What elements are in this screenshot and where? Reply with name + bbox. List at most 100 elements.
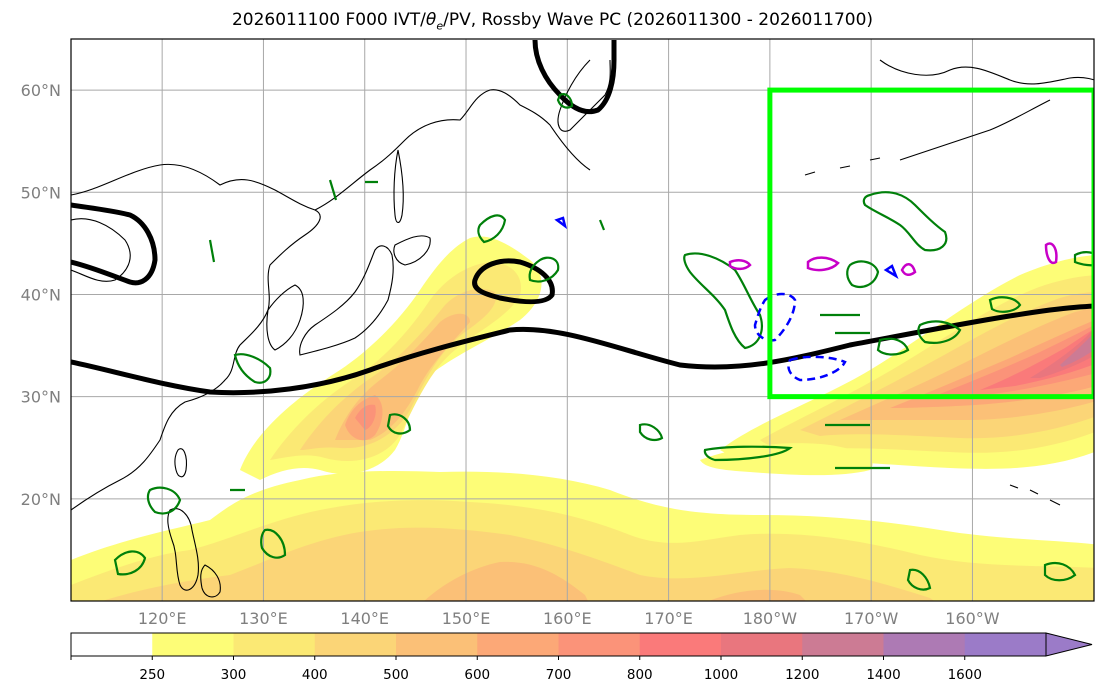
coastline-sakhalin: [393, 149, 404, 224]
coastline-asia-mainland: [71, 163, 321, 511]
blue-dashed-contour: [753, 292, 797, 342]
colorbar-segment: [71, 633, 153, 656]
lat-tick-label: 50°N: [21, 183, 61, 202]
map-frame: [70, 38, 1095, 602]
lon-tick-label: 160°E: [543, 609, 592, 628]
green-contour: [1073, 251, 1094, 267]
green-contour: [208, 179, 606, 492]
coastline-japan-hokkaido: [393, 235, 431, 266]
ivt-east-plume-600: [890, 320, 1094, 408]
colorbar-segment: [396, 633, 478, 656]
green-contour: [862, 191, 948, 252]
coastline-hawaii: [1009, 484, 1061, 506]
ivt-east-plume-1200: [1060, 332, 1094, 367]
colorbar-segment: [314, 633, 397, 656]
lon-tick-label: 170°E: [644, 609, 693, 628]
ivt-tropical-band-500: [424, 561, 806, 601]
contours-blue: [554, 216, 899, 382]
green-contour: [260, 528, 287, 559]
lon-tick-label: 160°W: [945, 609, 1000, 628]
green-contour: [556, 93, 574, 109]
green-contour: [703, 445, 793, 462]
green-contour: [846, 260, 880, 289]
pv-contour-north-trough: [532, 39, 617, 115]
green-contour: [386, 413, 412, 435]
magenta-contour: [728, 259, 752, 271]
colorbar-segment: [721, 633, 803, 656]
ivt-shading: [71, 236, 1094, 601]
green-contour: [876, 337, 910, 356]
colorbar-tick-label: 400: [302, 667, 328, 683]
coastline-taiwan: [174, 448, 187, 478]
latitude-labels: 60°N 50°N 40°N 30°N 20°N: [21, 81, 61, 509]
pv-contour-west-trough: [71, 202, 158, 286]
green-contour: [988, 296, 1022, 313]
green-contour: [1043, 561, 1077, 582]
title-theta-subscript: e: [436, 19, 444, 33]
lon-tick-label: 150°E: [442, 609, 491, 628]
coastline-baikal-outline: [71, 218, 131, 282]
lat-tick-label: 60°N: [21, 81, 61, 100]
green-contour: [113, 550, 147, 576]
colorbar-tick-label: 600: [464, 667, 490, 683]
coastline-philippines: [167, 508, 221, 598]
colorbar-segment: [233, 633, 316, 656]
green-contour: [477, 214, 507, 244]
colorbar-segment: [558, 633, 641, 656]
lat-tick-label: 20°N: [21, 490, 61, 509]
colorbar-tick-label: 300: [221, 667, 247, 683]
colorbar-tick-label: 500: [383, 667, 409, 683]
magenta-contour: [806, 256, 840, 272]
blue-contour: [554, 216, 568, 230]
theta-e-contours-green: [113, 93, 1094, 591]
colorbar-segment: [152, 633, 234, 656]
lon-tick-label: 170°W: [844, 609, 899, 628]
green-contour: [906, 568, 932, 591]
map-title: 2026011100 F000 IVT/θe/PV, Rossby Wave P…: [0, 10, 1105, 32]
green-contour: [528, 256, 560, 283]
ivt-east-plume-700: [930, 325, 1094, 398]
magenta-contour: [900, 263, 917, 276]
colorbar-tick-label: 250: [139, 667, 165, 683]
colorbar-segment: [883, 633, 966, 656]
colorbar-segment: [964, 633, 1047, 656]
blue-dashed-contour: [787, 355, 847, 382]
colorbar-extend-arrow: [1045, 632, 1093, 657]
colorbar-segment: [477, 633, 559, 656]
magenta-contour: [1044, 242, 1058, 265]
green-contour: [146, 486, 182, 515]
coastline-alaska: [879, 59, 1094, 161]
colorbar-tick-label: 1600: [948, 667, 982, 683]
green-contour: [820, 313, 890, 470]
coastline-aleutians: [804, 157, 881, 176]
green-contour: [233, 353, 272, 384]
colorbar: 250 300 400 500 600 700 800 1000 1200 1400 1600: [70, 632, 1093, 683]
coastline-japan-honshu: [299, 245, 394, 356]
colorbar-tick-label: 800: [627, 667, 653, 683]
pv-contour-main: [71, 303, 1094, 396]
ivt-east-band-south: [700, 443, 873, 476]
colorbar-tick-label: 1200: [785, 667, 819, 683]
colorbar-segment: [639, 633, 722, 656]
blue-contour: [883, 264, 899, 279]
title-theta: θ: [425, 10, 437, 30]
green-contour: [683, 252, 763, 350]
colorbar-tick-label: 1000: [704, 667, 738, 683]
colorbar-tick-label: 700: [546, 667, 572, 683]
longitude-labels: 120°E 130°E 140°E 150°E 160°E 170°E 180°W 170°W…: [138, 609, 1000, 628]
lat-tick-label: 30°N: [21, 388, 61, 407]
green-contour: [638, 423, 664, 442]
lon-tick-label: 180°W: [743, 609, 798, 628]
ivt-core-japan-inner: [355, 404, 376, 430]
pv-contour-cutoff-low: [472, 258, 555, 305]
coastline-russia-east: [314, 89, 591, 211]
title-prefix: 2026011100 F000 IVT/: [231, 10, 426, 30]
coastline-korea: [266, 284, 304, 351]
lon-tick-label: 140°E: [340, 609, 389, 628]
lat-tick-label: 40°N: [21, 285, 61, 304]
lon-tick-label: 130°E: [239, 609, 288, 628]
colorbar-segment: [802, 633, 884, 656]
contours-magenta: [728, 242, 1058, 276]
lon-tick-label: 120°E: [138, 609, 187, 628]
